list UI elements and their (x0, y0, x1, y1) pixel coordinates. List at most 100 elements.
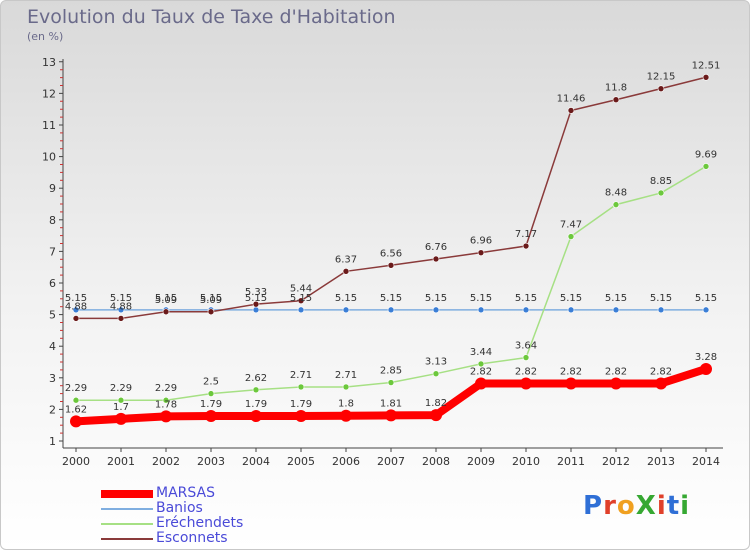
data-label: 8.48 (605, 188, 627, 199)
y-tick-label: 10 (42, 151, 56, 164)
data-point (250, 410, 262, 423)
data-label: 6.56 (380, 248, 402, 259)
data-label: 5.09 (200, 295, 222, 306)
data-point (477, 360, 485, 368)
legend-swatch (101, 523, 153, 525)
data-point (432, 255, 440, 263)
x-tick-label: 2006 (332, 455, 360, 468)
x-tick-label: 2012 (602, 455, 630, 468)
data-point (430, 409, 442, 422)
data-label: 2.29 (155, 383, 177, 394)
data-label: 5.15 (200, 293, 222, 304)
legend-swatch (101, 508, 153, 510)
data-label: 3.44 (470, 347, 492, 358)
data-point (117, 315, 125, 322)
data-label: 12.15 (647, 72, 676, 83)
data-label: 5.15 (650, 293, 672, 304)
data-label: 5.15 (335, 293, 357, 304)
data-point (477, 249, 485, 256)
data-label: 5.15 (65, 293, 87, 304)
data-label: 7.17 (515, 229, 537, 240)
chart-series (70, 73, 712, 428)
chart-data-labels: 1.62 1.7 1.78 1.79 1.79 1.79 1.8 1.81 1.82 2.82 2.… (65, 60, 720, 415)
data-point (610, 377, 622, 390)
data-point (162, 396, 170, 404)
y-tick-label: 8 (49, 214, 56, 227)
x-tick-label: 2001 (107, 455, 135, 468)
data-point (700, 362, 712, 375)
data-point (252, 300, 260, 308)
data-label: 5.15 (110, 293, 132, 304)
data-point (207, 390, 215, 397)
logo-letter: o (616, 491, 636, 521)
data-point (387, 306, 395, 314)
logo-letter: X (635, 491, 657, 521)
x-tick-label: 2005 (287, 455, 315, 468)
data-point (702, 73, 710, 81)
data-label: 5.15 (515, 293, 537, 304)
data-label: 2.71 (335, 370, 357, 381)
data-label: 5.15 (245, 293, 267, 304)
data-label: 2.82 (605, 366, 627, 377)
y-tick-label: 9 (49, 182, 56, 195)
data-label: 5.15 (605, 293, 627, 304)
data-label: 2.62 (245, 373, 267, 384)
data-label: 5.15 (470, 293, 492, 304)
data-label: 2.82 (560, 366, 582, 377)
data-label: 5.15 (290, 293, 312, 304)
legend-label: MARSAS (156, 485, 215, 501)
data-label: 11.46 (557, 93, 586, 104)
data-label: 12.51 (692, 60, 721, 71)
legend-label: Eréchendets (156, 515, 244, 531)
data-label: 2.82 (650, 366, 672, 377)
data-point (612, 201, 620, 208)
data-point (567, 107, 575, 114)
x-tick-label: 2013 (647, 455, 675, 468)
logo-letter: i (656, 491, 667, 521)
data-label: 1.81 (380, 398, 402, 409)
data-label: 2.5 (203, 377, 219, 388)
legend-label: Banios (156, 500, 203, 516)
data-label: 6.37 (335, 254, 357, 265)
data-label: 1.79 (290, 399, 312, 410)
legend-swatch (101, 538, 153, 540)
chart-title: Evolution du Taux de Taxe d'Habitation (27, 6, 396, 28)
x-tick-label: 2008 (422, 455, 450, 468)
legend-swatch (101, 490, 153, 498)
series-2 (72, 163, 710, 404)
y-tick-label: 6 (49, 277, 56, 290)
data-label: 1.78 (155, 399, 177, 410)
x-tick-label: 2010 (512, 455, 540, 468)
data-point (297, 306, 305, 314)
data-label: 8.85 (650, 176, 672, 187)
data-label: 1.62 (65, 404, 87, 415)
data-point (72, 396, 80, 404)
logo-letter: i (680, 491, 691, 521)
y-tick-label: 13 (42, 56, 56, 69)
data-label: 1.82 (425, 398, 447, 409)
data-point (432, 306, 440, 314)
data-point (252, 306, 260, 314)
data-point (162, 308, 170, 316)
data-point (477, 306, 485, 314)
data-label: 6.76 (425, 242, 447, 253)
data-point (612, 306, 620, 314)
data-label: 1.79 (200, 399, 222, 410)
data-point (657, 306, 665, 314)
data-point (342, 306, 350, 314)
data-label: 5.44 (290, 284, 312, 295)
data-point (117, 306, 125, 314)
x-tick-label: 2003 (197, 455, 225, 468)
data-point (340, 409, 352, 422)
data-point (702, 306, 710, 314)
data-label: 5.15 (155, 293, 177, 304)
data-point (70, 415, 82, 428)
logo-letter: P (583, 491, 604, 521)
data-point (657, 189, 665, 197)
data-label: 2.85 (380, 366, 402, 377)
data-point (567, 233, 575, 240)
data-label: 5.33 (245, 287, 267, 298)
data-label: 3.64 (515, 341, 537, 352)
data-label: 1.8 (338, 399, 354, 410)
